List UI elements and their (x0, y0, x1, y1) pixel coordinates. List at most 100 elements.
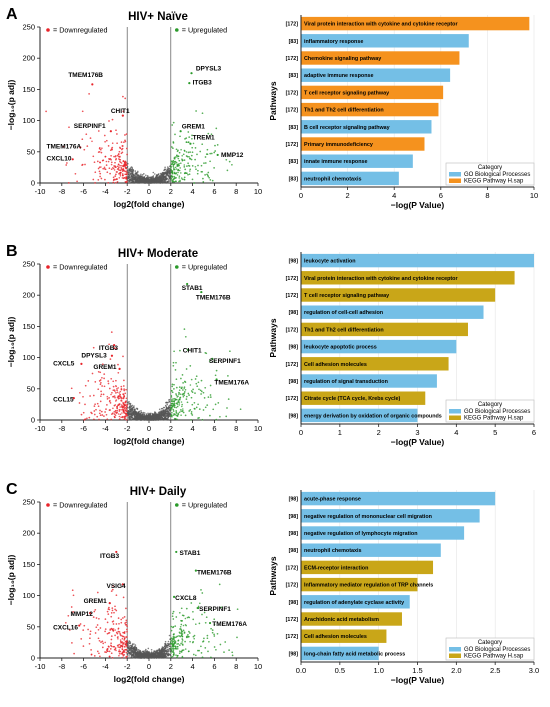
data-point (113, 415, 116, 418)
data-point (108, 167, 111, 170)
data-point (114, 396, 116, 399)
data-point (122, 393, 125, 396)
data-point (112, 380, 115, 383)
data-point (194, 158, 196, 161)
data-point (118, 643, 121, 646)
data-point (143, 173, 145, 175)
data-point (92, 155, 95, 158)
data-point (65, 164, 68, 166)
data-point (118, 654, 120, 657)
pathway-label: regulation of signal transduction (304, 379, 388, 385)
bar-x-tick-label: 6 (532, 428, 536, 437)
data-point (129, 642, 131, 644)
x-tick-label: 0 (147, 187, 151, 196)
data-point (154, 411, 156, 413)
data-point (143, 415, 145, 417)
data-point (132, 656, 134, 659)
pathway-label: T cell receptor signaling pathway (304, 293, 389, 299)
data-point (98, 147, 101, 149)
data-point (134, 649, 137, 652)
data-point (115, 157, 118, 160)
gene-count: [172] (286, 327, 299, 333)
data-point (116, 396, 119, 399)
data-point (172, 647, 175, 649)
data-point (89, 137, 92, 139)
data-point (176, 155, 178, 158)
data-point (81, 138, 84, 141)
data-point (134, 179, 136, 181)
data-point (174, 645, 177, 648)
data-point (114, 178, 117, 181)
data-point (227, 398, 230, 400)
data-point (130, 166, 133, 168)
data-point (166, 180, 168, 183)
data-point (160, 180, 163, 182)
data-point (123, 637, 126, 640)
data-point (219, 415, 221, 418)
data-point (128, 171, 130, 174)
data-point (45, 110, 47, 113)
data-point (130, 178, 132, 180)
data-point (120, 409, 122, 411)
x-tick-label: -6 (80, 662, 87, 671)
data-point (178, 175, 181, 177)
data-point (141, 178, 144, 180)
data-point (123, 162, 126, 164)
data-point (175, 414, 177, 417)
data-point (102, 393, 105, 396)
data-point (129, 417, 131, 419)
data-point (119, 158, 122, 161)
data-point (184, 648, 187, 650)
data-point (190, 158, 193, 161)
data-point (115, 379, 117, 382)
data-point (211, 179, 214, 182)
data-point (112, 395, 115, 398)
data-point (111, 118, 114, 121)
data-point (216, 144, 219, 146)
data-point (106, 418, 109, 421)
data-point (129, 644, 131, 647)
data-point (160, 651, 162, 654)
data-point (163, 168, 166, 171)
data-point (138, 651, 141, 653)
data-point (156, 649, 158, 652)
data-point (178, 411, 181, 414)
pathway-bar (301, 137, 425, 151)
gene-point (91, 83, 94, 86)
data-point (183, 328, 186, 330)
data-point (105, 413, 108, 416)
data-point (171, 124, 174, 126)
data-point (210, 152, 213, 155)
data-point (156, 181, 159, 183)
x-tick-label: 8 (234, 187, 238, 196)
pathway-label: Viral protein interaction with cytokine … (304, 276, 458, 282)
gene-point (109, 130, 112, 133)
data-point (187, 392, 190, 395)
data-point (172, 410, 175, 412)
data-point (180, 414, 182, 417)
bar-legend-title: Category (478, 165, 502, 171)
data-point (172, 163, 175, 166)
data-point (100, 390, 102, 393)
x-tick-label: 8 (234, 424, 238, 433)
legend-up-label: = Upregulated (182, 26, 227, 35)
data-point (112, 407, 114, 410)
data-point (180, 172, 182, 174)
data-point (177, 149, 179, 152)
data-point (157, 413, 159, 416)
data-point (118, 649, 121, 651)
data-point (135, 646, 138, 649)
data-point (95, 408, 97, 411)
data-point (103, 415, 105, 417)
data-point (116, 388, 118, 390)
data-point (127, 647, 130, 650)
data-point (127, 162, 129, 165)
data-point (126, 153, 128, 156)
volcano-points (45, 93, 233, 184)
data-point (172, 121, 175, 124)
data-point (206, 148, 209, 151)
gene-point (190, 72, 193, 75)
data-point (217, 402, 220, 404)
